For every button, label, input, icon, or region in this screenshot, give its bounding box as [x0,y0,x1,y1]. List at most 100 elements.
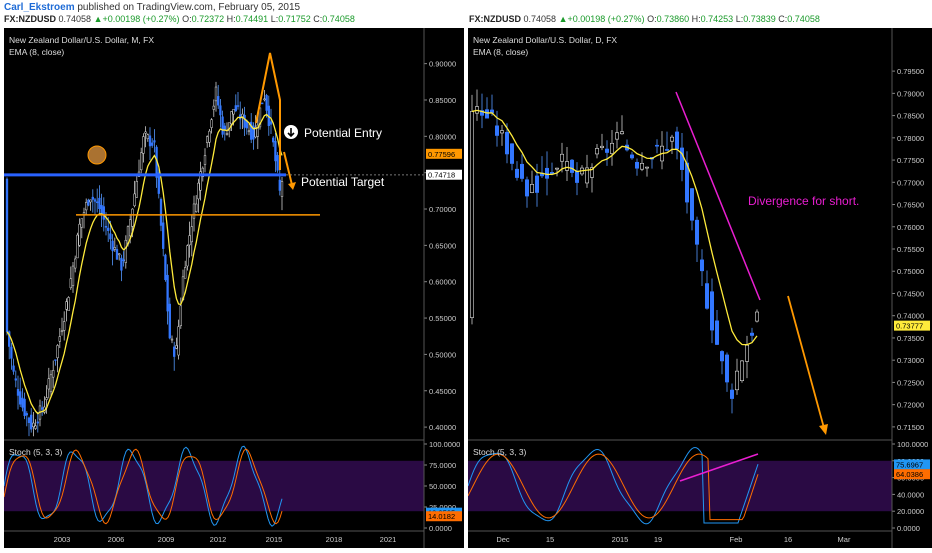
candle-body [265,95,268,111]
right-price-axis[interactable]: 0.79500 0.79000 0.78500 0.78000 0.77500 0.770… [892,67,924,432]
price-tick-label: 0.85000 [429,96,456,105]
left-highlight-circle[interactable] [87,145,107,165]
left-orange-drop-arrow[interactable] [283,151,293,186]
right-low: 0.73839 [743,14,776,24]
candle-body [615,132,620,140]
candle-body [21,397,24,408]
left-close: 0.74058 [322,14,355,24]
candle-body [36,421,39,424]
candle-body [565,161,570,171]
candle-body [640,163,645,170]
stoch-tick-label: 100.0000 [897,440,928,449]
left-orange-peak-line[interactable] [255,52,281,170]
candle-body [720,351,725,362]
stoch-badge [894,459,930,470]
candle-body [700,259,705,272]
candle-body [93,199,97,202]
time-tick-label: 19 [654,535,662,544]
candle-body [595,148,600,155]
candle-body [665,149,670,151]
price-badge-label: 0.73777 [896,322,923,331]
candle-body [269,121,273,125]
candle-body [5,178,9,333]
time-tick-label: 16 [784,535,792,544]
candle-body [190,226,193,243]
right-stoch-axis[interactable]: 100.000080.000060.000040.000020.00000.00… [892,440,928,533]
right-stoch-magenta-trendline[interactable] [679,453,759,482]
candle-body [263,98,266,101]
candle-body [98,197,101,210]
candle-body [175,345,178,349]
right-magenta-trendline[interactable] [675,91,761,301]
candle-body [256,124,259,137]
right-symbol[interactable]: FX:NZDUSD [469,14,521,24]
left-price-axis[interactable]: 0.900000.850000.800000.750000.700000.650… [424,60,456,432]
time-tick-label: 2015 [612,535,629,544]
candle-body [261,102,264,105]
candle-body [221,116,224,135]
candle-body [100,204,103,214]
left-chart-svg[interactable]: Potential Entry Potential Target New Zea… [3,28,464,548]
candle-body [545,167,550,179]
left-orange-arrowhead [288,182,296,190]
time-tick-label: 2009 [158,535,175,544]
candle-body [133,193,136,207]
right-time-axis[interactable]: Dec 15 2015 19 Feb 16 Mar [496,535,851,544]
candle-body [199,171,202,191]
candle-body [159,199,163,226]
candle-body [250,121,253,140]
left-chart-panel[interactable]: Potential Entry Potential Target New Zea… [3,28,464,548]
price-tick-label: 0.90000 [429,60,456,69]
candle-body [89,199,92,203]
candle-body [524,179,529,197]
stoch-tick-label: 0.0000 [429,524,452,533]
left-stoch-band [4,460,424,512]
candle-body [8,331,11,347]
right-stoch-k-line [467,447,759,525]
left-symbol[interactable]: FX:NZDUSD [4,14,56,24]
candle-body [146,134,149,140]
candle-body [184,267,187,279]
price-tick-label: 0.77500 [897,156,924,165]
right-close: 0.74058 [787,14,820,24]
candle-body [555,167,560,170]
candle-body [170,338,174,341]
candle-body [203,155,207,165]
candle-body [45,397,48,400]
potential-target-label: Potential Target [301,175,385,189]
right-chart-svg[interactable]: Divergence for short. New Zealand Dollar… [467,28,932,548]
right-chart-panel[interactable]: Divergence for short. New Zealand Dollar… [467,28,932,548]
stoch-tick-label: 50.0000 [429,482,456,491]
right-orange-projection-arrow[interactable] [787,295,825,429]
candle-body [96,201,99,204]
price-tick-label: 0.79000 [897,89,924,98]
price-tick-label: 0.73500 [897,334,924,343]
candle-body [192,203,196,219]
candle-body [16,389,20,396]
candle-body [499,130,504,134]
candle-body [47,378,50,390]
candle-body [87,199,90,206]
candle-body [157,172,160,194]
time-tick-label: 2018 [326,535,343,544]
right-up-arrow-icon: ▲ [558,14,568,24]
candle-body [504,131,509,155]
left-time-axis[interactable]: 2003 2006 2009 2012 2015 2018 2021 [54,535,397,544]
candle-body [600,145,605,148]
left-ema-line [6,113,283,415]
candle-body [107,227,110,231]
price-badge [426,148,462,159]
time-tick-label: Feb [730,535,743,544]
candle-body [52,370,55,378]
candle-body [104,225,108,228]
price-tick-label: 0.45000 [429,387,456,396]
right-stoch-d-line [467,453,759,521]
price-tick-label: 0.73000 [897,356,924,365]
price-tick-label: 0.65000 [429,241,456,250]
candle-body [519,163,524,179]
author-link[interactable]: Carl_Ekstroem [4,2,75,13]
price-tick-label: 0.75000 [897,267,924,276]
price-badge [894,320,930,331]
stoch-tick-label: 100.0000 [429,440,460,449]
potential-entry-label: Potential Entry [304,126,382,140]
